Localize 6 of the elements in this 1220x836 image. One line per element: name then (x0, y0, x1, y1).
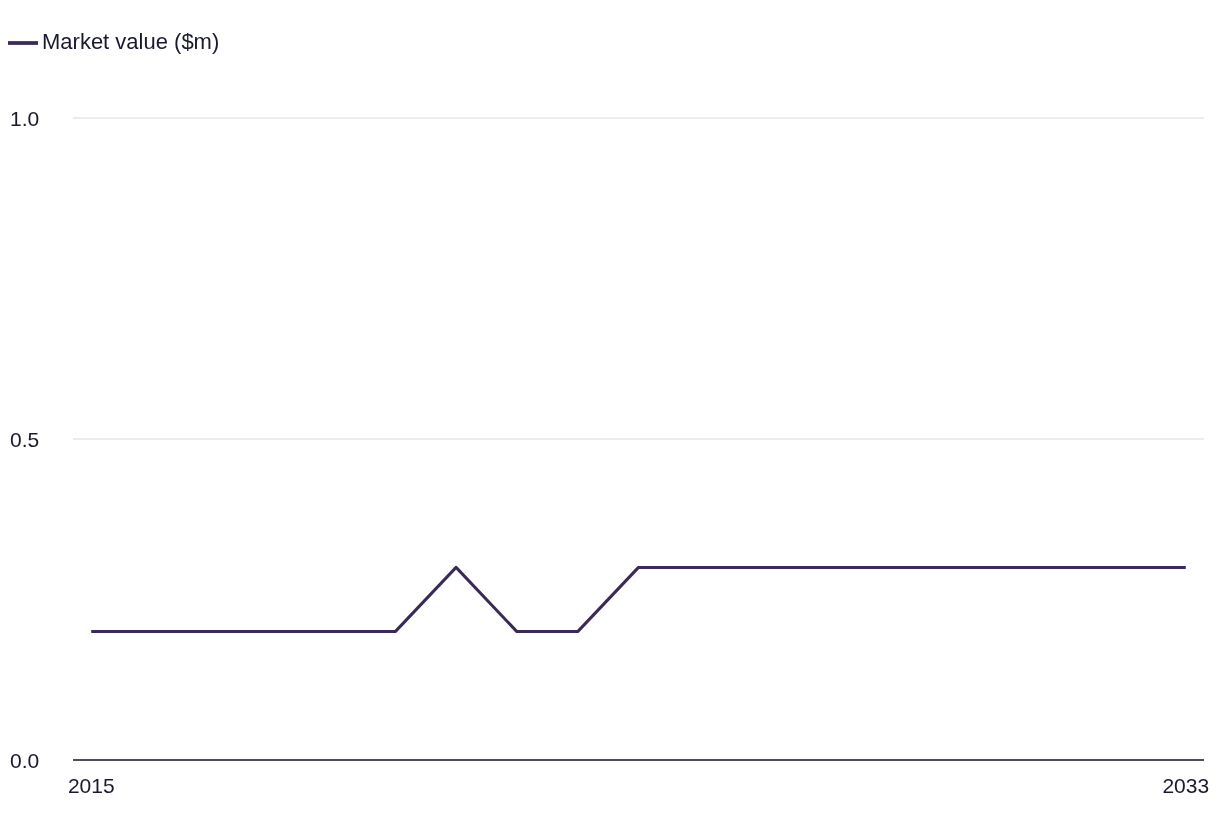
y-tick-label: 0.0 (10, 749, 40, 772)
legend-label: Market value ($m) (42, 28, 220, 54)
y-tick-label: 1.0 (10, 107, 40, 130)
y-tick-label: 0.5 (10, 428, 40, 451)
x-tick-label: 2015 (67, 773, 115, 797)
x-tick-label: 2033 (1162, 773, 1210, 797)
